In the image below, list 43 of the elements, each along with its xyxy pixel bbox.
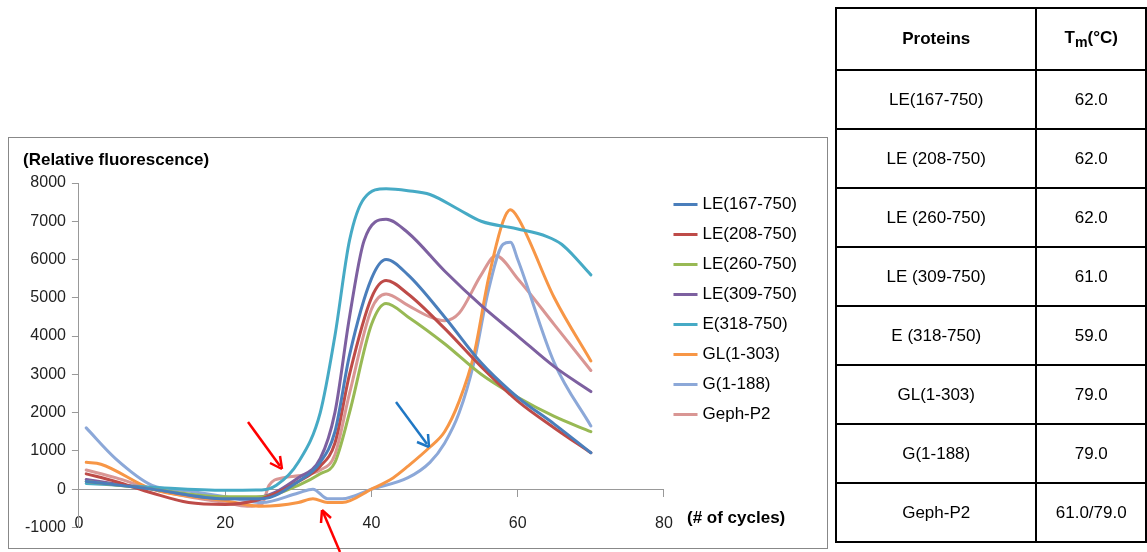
legend-label: GL(1-303) (702, 344, 780, 364)
text: GL(1-303) (836, 365, 1037, 424)
text: Geph-P2 (836, 483, 1037, 542)
y-tick-label: -1000 (25, 517, 67, 535)
y-axis-title: (Relative fluorescence) (23, 150, 210, 170)
x-tick-label: 0 (74, 514, 84, 532)
y-tick-label: 3000 (30, 364, 67, 382)
legend-label: LE(208-750) (702, 224, 798, 244)
y-tick-label: 8000 (30, 173, 67, 191)
text: T$_{m}$(°C) (1036, 8, 1146, 70)
text: 62.0 (1036, 188, 1146, 247)
legend-label: LE(260-750) (702, 254, 798, 274)
legend-label: LE(167-750) (702, 194, 798, 214)
y-tick-label: 7000 (30, 211, 67, 229)
x-tick-label: 60 (508, 514, 527, 532)
text: 62.0 (1036, 129, 1146, 188)
y-tick-label: 1000 (30, 441, 67, 459)
legend-label: Geph-P2 (702, 404, 771, 424)
x-axis-title: (# of cycles) (687, 508, 786, 528)
legend-label: E(318-750) (702, 314, 788, 334)
text: LE (260-750) (836, 188, 1037, 247)
text: 59.0 (1036, 306, 1146, 365)
text: E (318-750) (836, 306, 1037, 365)
text: LE (208-750) (836, 129, 1037, 188)
x-tick-label: 80 (655, 514, 673, 532)
text: 79.0 (1036, 365, 1146, 424)
text: 61.0 (1036, 247, 1146, 306)
y-tick-label: 4000 (30, 326, 67, 344)
text: 79.0 (1036, 424, 1146, 483)
text: LE(167-750) (836, 70, 1037, 129)
text: 62.0 (1036, 70, 1146, 129)
legend-label: LE(309-750) (702, 284, 798, 304)
x-tick-label: 20 (216, 514, 235, 532)
y-tick-label: 6000 (30, 249, 67, 267)
y-tick-label: 0 (57, 479, 67, 497)
text: G(1-188) (836, 424, 1037, 483)
text: 61.0/79.0 (1036, 483, 1146, 542)
x-tick-label: 40 (362, 514, 381, 532)
text: Proteins (836, 8, 1037, 70)
legend-label: G(1-188) (702, 374, 771, 394)
text: LE (309-750) (836, 247, 1037, 306)
y-tick-label: 2000 (30, 403, 67, 421)
y-tick-label: 5000 (30, 288, 67, 306)
